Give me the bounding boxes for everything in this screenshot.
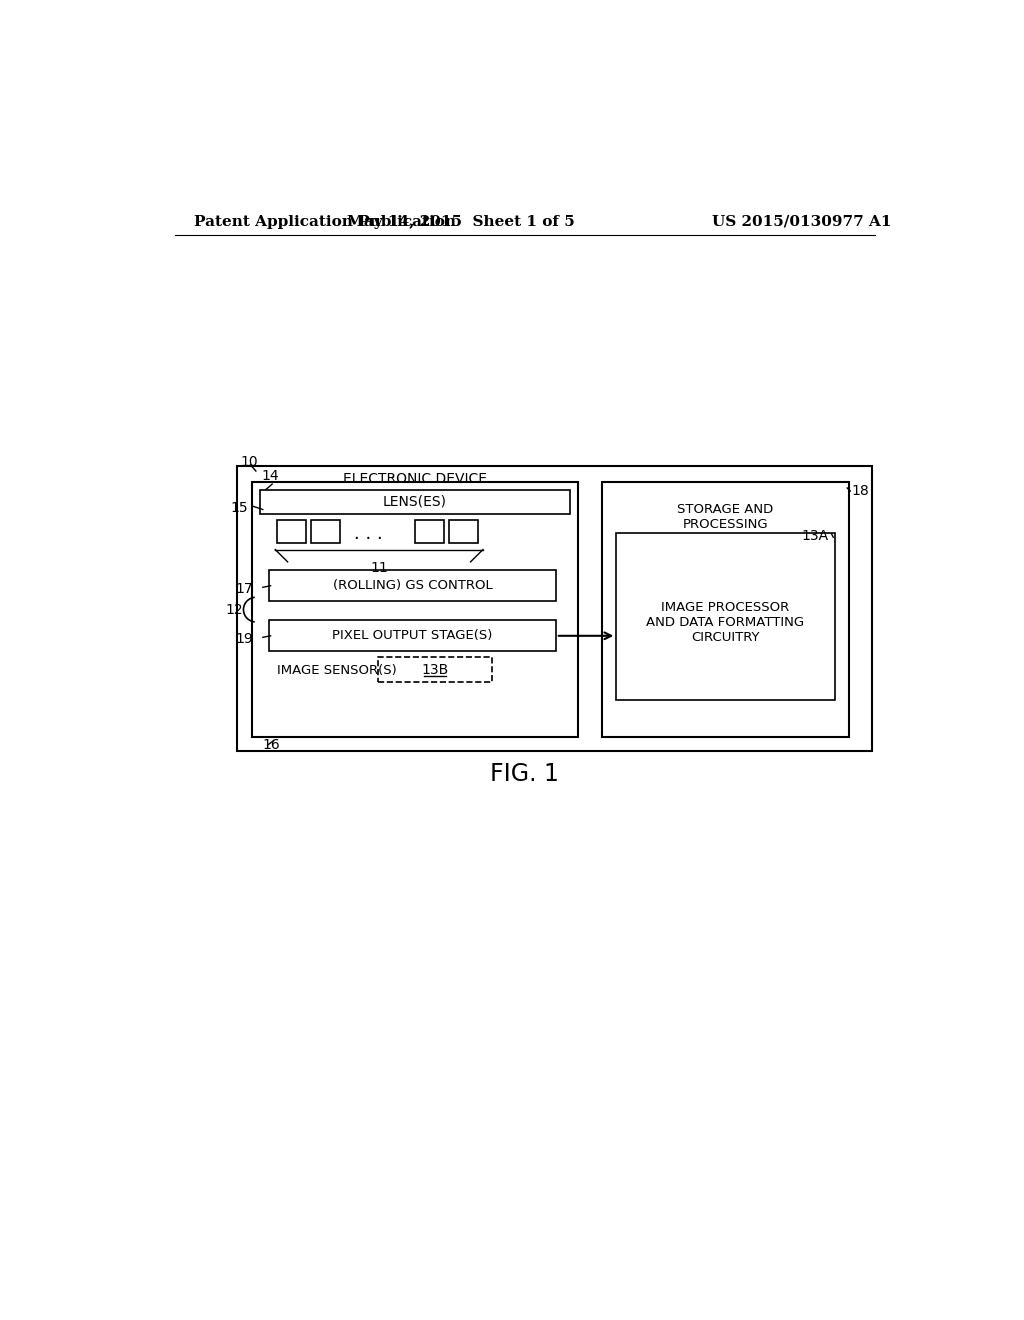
Text: 13B: 13B [421,663,449,677]
Bar [449,520,478,544]
Bar [311,520,340,544]
Text: (ROLLING) GS CONTROL: (ROLLING) GS CONTROL [333,579,493,593]
Text: 10: 10 [241,455,258,469]
Text: 18: 18 [852,484,869,498]
Text: 13A: 13A [802,529,828,543]
Text: FIG. 1: FIG. 1 [490,763,559,787]
Bar [260,490,569,515]
Text: 17: 17 [236,582,254,595]
Text: 16: 16 [263,738,281,752]
Bar [378,657,493,682]
Text: 15: 15 [230,502,248,515]
Text: PIXEL OUTPUT STAGE(S): PIXEL OUTPUT STAGE(S) [332,630,493,643]
Text: ELECTRONIC DEVICE: ELECTRONIC DEVICE [343,471,486,486]
Bar [252,482,578,738]
Text: IMAGE SENSOR(S): IMAGE SENSOR(S) [276,664,396,677]
Bar [616,532,835,701]
Text: May 14, 2015  Sheet 1 of 5: May 14, 2015 Sheet 1 of 5 [347,215,575,228]
Bar [602,482,849,738]
Bar [276,520,306,544]
Bar [269,620,556,651]
Bar [415,520,444,544]
Text: US 2015/0130977 A1: US 2015/0130977 A1 [713,215,892,228]
Text: LENS(ES): LENS(ES) [383,495,446,508]
Text: 11: 11 [371,561,388,576]
Text: IMAGE PROCESSOR
AND DATA FORMATTING
CIRCUITRY: IMAGE PROCESSOR AND DATA FORMATTING CIRC… [646,601,805,644]
Text: 19: 19 [236,632,254,645]
Bar [269,570,556,601]
Text: STORAGE AND
PROCESSING: STORAGE AND PROCESSING [678,503,774,531]
Text: Patent Application Publication: Patent Application Publication [194,215,456,228]
Bar [237,466,872,751]
Text: 12: 12 [225,603,243,616]
Text: . . .: . . . [354,525,383,543]
Text: 14: 14 [261,469,279,483]
